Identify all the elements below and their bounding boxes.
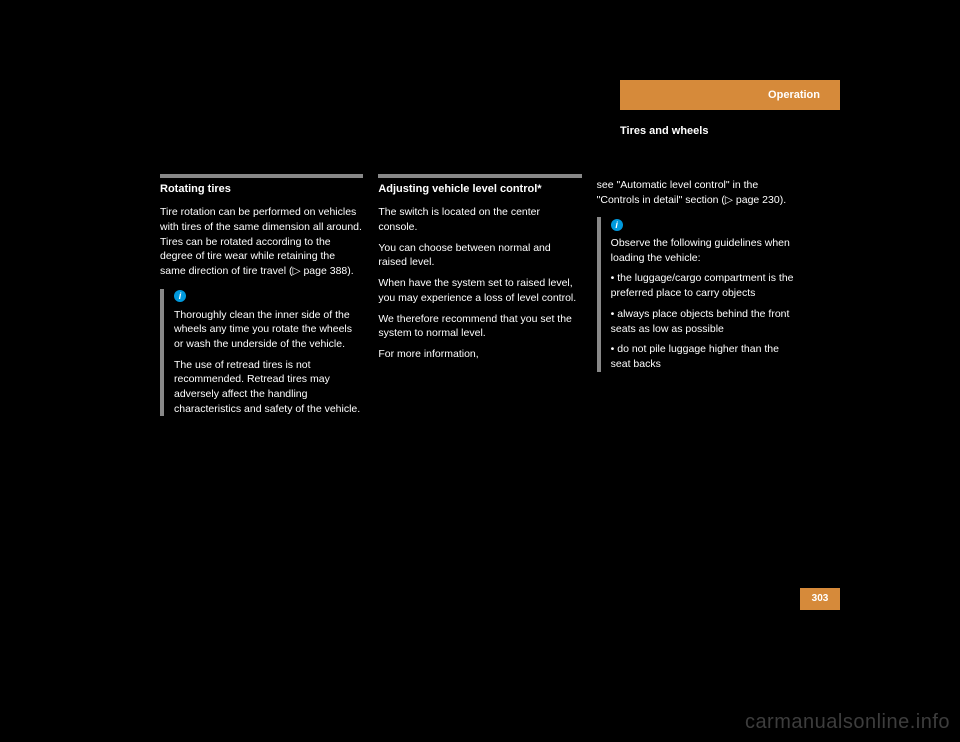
col2-paragraph: The switch is located on the center cons… xyxy=(378,205,581,234)
info-icon: i xyxy=(174,290,186,302)
note-box-1: i Thoroughly clean the inner side of the… xyxy=(160,289,363,417)
page-number: 303 xyxy=(800,588,840,610)
note-bullet: • always place objects behind the front … xyxy=(611,307,800,336)
note-text: The use of retread tires is not recommen… xyxy=(174,358,363,417)
content-columns: Rotating tires Tire rotation can be perf… xyxy=(160,150,800,422)
info-icon: i xyxy=(611,219,623,231)
col2-paragraph: When have the system set to raised level… xyxy=(378,276,581,305)
note-box-2: i Observe the following guidelines when … xyxy=(597,217,800,371)
column-3: see "Automatic level control" in the "Co… xyxy=(597,150,800,422)
note-bullet: • do not pile luggage higher than the se… xyxy=(611,342,800,371)
note-text: Observe the following guidelines when lo… xyxy=(611,236,800,265)
col2-paragraph: For more information, xyxy=(378,347,581,362)
header-tab: Operation xyxy=(620,80,840,110)
note-bullet: • the luggage/cargo compartment is the p… xyxy=(611,271,800,300)
column-1: Rotating tires Tire rotation can be perf… xyxy=(160,150,363,422)
note-text: Thoroughly clean the inner side of the w… xyxy=(174,308,363,352)
col2-heading: Adjusting vehicle level control* xyxy=(378,174,581,197)
col1-paragraph: Tire rotation can be performed on vehicl… xyxy=(160,205,363,278)
col2-paragraph: You can choose between normal and raised… xyxy=(378,241,581,270)
col2-paragraph: We therefore recommend that you set the … xyxy=(378,312,581,341)
col1-heading: Rotating tires xyxy=(160,174,363,197)
col3-paragraph: see "Automatic level control" in the "Co… xyxy=(597,178,800,207)
section-title: Tires and wheels xyxy=(620,125,708,137)
column-2: Adjusting vehicle level control* The swi… xyxy=(378,150,581,422)
watermark: carmanualsonline.info xyxy=(745,711,950,734)
